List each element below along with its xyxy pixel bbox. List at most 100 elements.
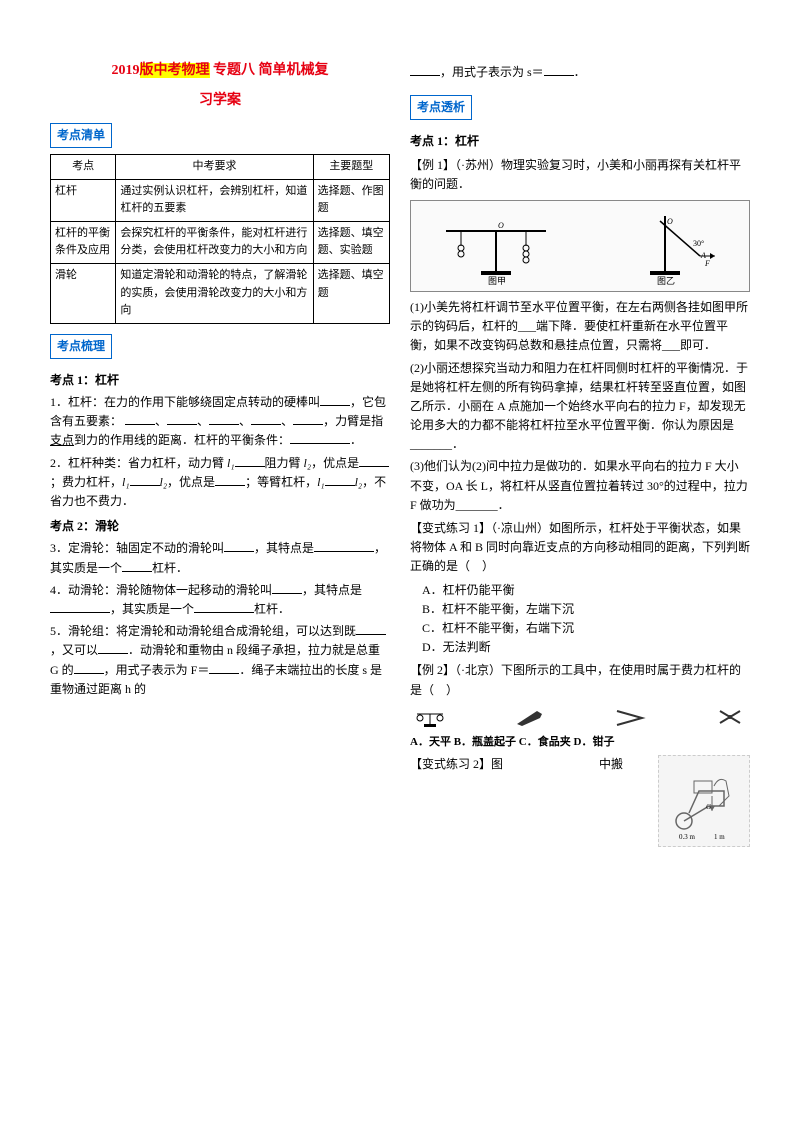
kp2-p4: 4．动滑轮：滑轮随物体一起移动的滑轮叫 ，其特点是 ，其实质是一个 杠杆．: [50, 581, 390, 619]
blank: [325, 485, 355, 486]
blank: [290, 443, 350, 444]
blank: [122, 571, 152, 572]
kp1-title: 考点 1：杠杆: [50, 371, 390, 390]
text: ，其实质是一个: [110, 602, 194, 616]
var: l₁: [227, 456, 235, 470]
underlined: 支点: [50, 433, 74, 447]
text: 2．杠杆种类：省力杠杆，动力臂: [50, 456, 227, 470]
cell: 选择题、作图题: [313, 179, 389, 221]
tag-comb: 考点梳理: [50, 334, 112, 359]
svg-text:30°: 30°: [693, 239, 704, 248]
svg-text:F: F: [704, 259, 710, 268]
diagram-yi-icon: O 30° A F 图乙: [605, 206, 725, 286]
blank: [251, 424, 281, 425]
option-b: B．杠杆不能平衡，左端下沉: [422, 600, 750, 619]
table-row: 滑轮 知道定滑轮和动滑轮的特点，了解滑轮的实质，会使用滑轮改变力的大小和方向 选…: [51, 263, 390, 323]
label-d: D．钳子: [574, 736, 615, 748]
label-a: A．天平: [410, 736, 451, 748]
right-column: ，用式子表示为 s＝． 考点透析 考点 1：杠杆 【例 1】（·苏州）物理实验复…: [410, 60, 750, 1072]
tool-images: [410, 704, 750, 730]
q3: (3)他们认为(2)问中拉力是做功的．如果水平向右的拉力 F 大小不变，OA 长…: [410, 457, 750, 515]
table-row: 杠杆 通过实例认识杠杆，会辨别杠杆，知道杠杆的五要素 选择题、作图题: [51, 179, 390, 221]
text: 到力的作用线的距离．杠杆的平衡条件：: [74, 433, 290, 447]
table-header-row: 考点 中考要求 主要题型: [51, 154, 390, 179]
text: ；等臂杠杆，: [245, 475, 317, 489]
text: ，优点是: [167, 475, 215, 489]
left-column: 2019版中考物理 专题八 简单机械复 习学案 考点清单 考点 中考要求 主要题…: [50, 60, 390, 1072]
opener-icon: [510, 704, 550, 730]
text: ，其特点是: [254, 541, 314, 555]
svg-text:1 m: 1 m: [714, 833, 725, 841]
q1: (1)小美先将杠杆调节至水平位置平衡，在左右两侧各挂如图甲所示的钩码后，杠杆的_…: [410, 298, 750, 356]
text: 杠杆．: [254, 602, 290, 616]
kp2-p3: 3．定滑轮：轴固定不动的滑轮叫，其特点是，其实质是一个杠杆．: [50, 539, 390, 577]
q2: (2)小丽还想探究当动力和阻力在杠杆同侧时杠杆的平衡情况．于是她将杠杆左侧的所有…: [410, 359, 750, 455]
blank: [235, 466, 265, 467]
var: l₂: [355, 475, 363, 489]
kp2-p5: 5．滑轮组：将定滑轮和动滑轮组合成滑轮组，可以达到既，又可以．动滑轮和重物由 n…: [50, 622, 390, 699]
cell: 杠杆的平衡条件及应用: [51, 221, 116, 263]
blank: [98, 653, 128, 654]
label-c: C．食品夹: [519, 736, 571, 748]
variant-2: 0.3 m1 mG 【变式练习 2】图 中搬: [410, 755, 750, 774]
th-req: 中考要求: [116, 154, 313, 179]
blank: [356, 634, 386, 635]
text: 4．动滑轮：滑轮随物体一起移动的滑轮叫: [50, 583, 272, 597]
text: 5．滑轮组：将定滑轮和动滑轮组合成滑轮组，可以达到既: [50, 624, 356, 638]
text: 【变式练习 2】图: [410, 757, 503, 771]
blank: [544, 75, 574, 76]
option-c: C．杠杆不能平衡，右端下沉: [422, 619, 750, 638]
cell: 选择题、填空题: [313, 263, 389, 323]
text: 阻力臂: [265, 456, 304, 470]
svg-text:O: O: [667, 217, 673, 226]
blank: [410, 75, 440, 76]
text: 3．定滑轮：轴固定不动的滑轮叫: [50, 541, 224, 555]
blank: [320, 405, 350, 406]
text: 杠杆．: [152, 561, 188, 575]
blank: [50, 612, 110, 613]
pliers-icon: [710, 704, 750, 730]
blank: [125, 424, 155, 425]
example-2: 【例 2】（·北京）下图所示的工具中，在使用时属于费力杠杆的是（ ）: [410, 661, 750, 699]
cell: 滑轮: [51, 263, 116, 323]
tongs-icon: [610, 704, 650, 730]
var: l₂: [160, 475, 168, 489]
tag-list: 考点清单: [50, 123, 112, 148]
table-row: 杠杆的平衡条件及应用 会探究杠杆的平衡条件，能对杠杆进行分类，会使用杠杆改变力的…: [51, 221, 390, 263]
kp1-p2: 2．杠杆种类：省力杠杆，动力臂 l₁阻力臂 l₂，优点是；费力杠杆，l₁l₂，优…: [50, 454, 390, 512]
title-year: 2019: [112, 63, 140, 78]
tag-analysis: 考点透析: [410, 95, 472, 120]
col2-top: ，用式子表示为 s＝．: [410, 63, 750, 82]
text: ；费力杠杆，: [50, 475, 122, 489]
lever-diagram: O 图甲 O 30° A F 图乙: [410, 200, 750, 292]
blank: [194, 612, 254, 613]
blank: [272, 593, 302, 594]
svg-text:G: G: [706, 803, 711, 811]
text: ，用式子表示为 s＝: [440, 65, 544, 79]
blank: [167, 424, 197, 425]
blank: [293, 424, 323, 425]
blank: [209, 424, 239, 425]
cell: 选择题、填空题、实验题: [313, 221, 389, 263]
diagram-jia-icon: O 图甲: [436, 206, 556, 286]
blank: [74, 673, 104, 674]
svg-text:O: O: [498, 221, 504, 230]
cell: 知道定滑轮和动滑轮的特点，了解滑轮的实质，会使用滑轮改变力的大小和方向: [116, 263, 313, 323]
title-highlight: 版中考物理: [140, 63, 210, 78]
rkp1-title: 考点 1：杠杆: [410, 132, 750, 151]
option-d: D．无法判断: [422, 638, 750, 657]
blank: [130, 485, 160, 486]
wheelbarrow-icon: 0.3 m 1 m G: [658, 755, 750, 847]
text: ，用式子表示为 F＝: [104, 663, 210, 677]
exam-points-table: 考点 中考要求 主要题型 杠杆 通过实例认识杠杆，会辨别杠杆，知道杠杆的五要素 …: [50, 154, 390, 324]
main-title: 2019版中考物理 专题八 简单机械复: [50, 60, 390, 82]
svg-text:0.3 m: 0.3 m: [679, 833, 696, 841]
label-b: B．瓶盖起子: [454, 736, 516, 748]
text: 1．杠杆：在力的作用下能够绕固定点转动的硬棒叫: [50, 395, 320, 409]
cell: 杠杆: [51, 179, 116, 221]
text: ．: [350, 433, 362, 447]
var: l₂: [304, 456, 312, 470]
balance-icon: [410, 704, 450, 730]
text: ．绳子末端拉出的长度 s 是重物通过距离 h 的: [50, 663, 382, 696]
text: ，其特点是: [302, 583, 362, 597]
